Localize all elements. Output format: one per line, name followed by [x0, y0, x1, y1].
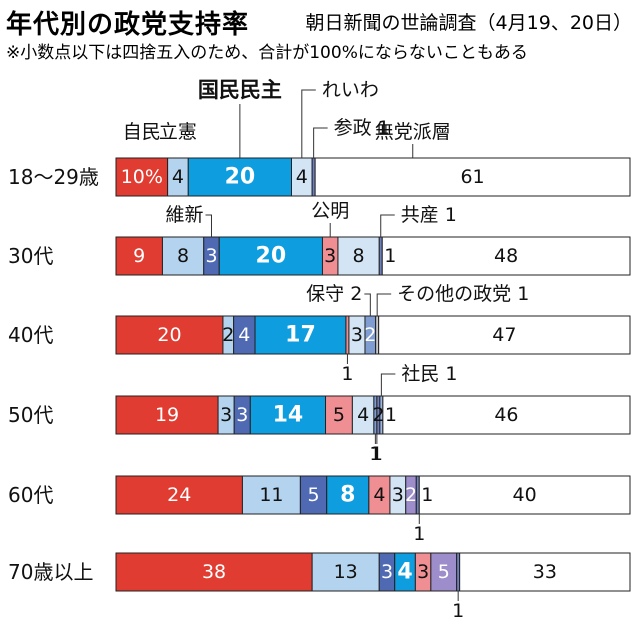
category-label: 30代: [8, 244, 53, 268]
bar-segment-国民民主: [326, 475, 370, 515]
value-label: 48: [494, 245, 518, 267]
value-label: 38: [202, 561, 226, 583]
bar-segment-自民: [115, 395, 219, 435]
value-label: 3: [236, 404, 248, 426]
bar-segment-無党派層: [382, 395, 631, 435]
chart-note: ※小数点以下は四捨五入のため、合計が100%にならないこともある: [6, 43, 528, 63]
chart-source: 朝日新聞の世論調査（4月19、20日）: [305, 12, 632, 34]
callout-line: [376, 293, 392, 316]
bar-segment-無党派層: [378, 315, 631, 355]
value-label: 47: [492, 324, 516, 346]
category-label: 60代: [8, 483, 53, 507]
callout-label: 1: [341, 363, 353, 385]
value-label: 9: [133, 245, 145, 267]
value-label: 5: [333, 404, 345, 426]
callout-label: 公明: [311, 200, 349, 222]
value-label: 10%: [121, 166, 163, 188]
bar-segment-立憲: [241, 475, 301, 515]
callout-line: [364, 293, 371, 316]
value-label: 2: [222, 324, 234, 346]
callout-label: 参政 1: [334, 117, 390, 139]
value-label: 3: [417, 561, 429, 583]
callout-label: 保守 2: [306, 283, 362, 305]
callout-label: 国民民主: [198, 78, 282, 102]
bar-segment-自民: [115, 157, 169, 197]
value-label: 24: [167, 484, 191, 506]
value-label: 1: [385, 404, 397, 426]
value-label: 40: [513, 484, 537, 506]
value-label: 1: [421, 484, 433, 506]
bar-segment-自民: [115, 315, 224, 355]
callout-label: 1: [413, 523, 425, 545]
value-label: 2: [405, 484, 417, 506]
value-label: 3: [220, 404, 232, 426]
value-label: 14: [273, 403, 304, 428]
category-label: 50代: [8, 403, 53, 427]
value-label: 1: [384, 245, 396, 267]
bar-segment-自民: [115, 475, 243, 515]
value-label: 3: [351, 324, 363, 346]
value-label: 61: [460, 166, 484, 188]
value-label: 13: [334, 561, 358, 583]
bar-segment-国民民主: [249, 395, 327, 435]
value-label: 5: [308, 484, 320, 506]
callout-label: 自民: [123, 121, 161, 143]
callout-label: れいわ: [322, 79, 379, 101]
callout-label: 1: [371, 443, 383, 465]
value-label: 4: [296, 166, 308, 188]
chart-title: 年代別の政党支持率: [6, 10, 250, 40]
callout-label: 1: [369, 443, 381, 465]
value-label: 8: [353, 245, 365, 267]
value-label: 4: [373, 484, 385, 506]
value-label: 4: [172, 166, 184, 188]
bar-segment-国民民主: [218, 236, 323, 276]
callout-label: 1: [452, 600, 464, 622]
callout-line: [313, 127, 328, 158]
callout-label: 維新: [165, 204, 203, 226]
value-label: 2: [364, 324, 376, 346]
value-label: 19: [155, 404, 179, 426]
callout-label: 共産 1: [401, 204, 457, 226]
value-label: 4: [238, 324, 250, 346]
callout-label: 立憲: [159, 121, 197, 143]
bar-segment-れいわ: [430, 552, 458, 592]
callout-line: [301, 89, 316, 158]
value-label: 17: [285, 323, 316, 348]
value-label: 3: [205, 245, 217, 267]
value-label: 20: [256, 244, 287, 269]
value-label: 33: [533, 561, 557, 583]
value-label: 3: [381, 561, 393, 583]
callout-label: 社民 1: [401, 363, 457, 385]
value-label: 11: [259, 484, 283, 506]
value-label: 46: [494, 404, 518, 426]
value-label: 5: [438, 561, 450, 583]
bar-segment-無党派層: [314, 157, 631, 197]
callout-label: 無党派層: [375, 121, 451, 143]
value-label: 4: [397, 560, 412, 585]
value-label: 3: [392, 484, 404, 506]
category-label: 70歳以上: [8, 560, 93, 584]
callout-line: [205, 214, 212, 237]
value-label: 2: [372, 404, 384, 426]
callout-label: その他の政党 1: [397, 283, 529, 305]
bar-segment-無党派層: [459, 552, 631, 592]
callout-line: [380, 214, 395, 237]
bar-segment-維新: [299, 475, 328, 515]
callout-line: [380, 373, 396, 396]
value-label: 20: [225, 165, 256, 190]
value-label: 4: [357, 404, 369, 426]
bar-segment-立憲: [311, 552, 380, 592]
category-label: 18〜29歳: [8, 165, 99, 189]
bar-segment-無党派層: [418, 475, 631, 515]
value-label: 8: [177, 245, 189, 267]
value-label: 20: [157, 324, 181, 346]
value-label: 8: [340, 483, 355, 508]
bar-segment-公明: [325, 395, 353, 435]
bar-segment-無党派層: [381, 236, 631, 276]
value-label: 3: [324, 245, 336, 267]
category-label: 40代: [8, 323, 53, 347]
